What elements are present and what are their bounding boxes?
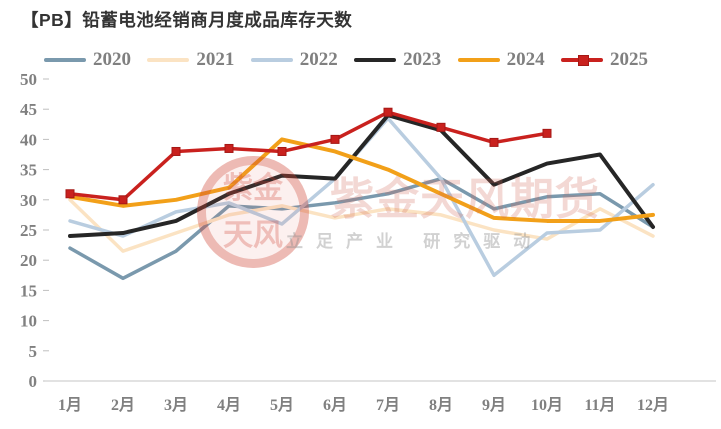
chart-legend: 2020 2021 2022 2023 2024 2025 xyxy=(44,50,648,69)
legend-swatch-2020 xyxy=(44,57,86,62)
series-marker-2025 xyxy=(224,143,234,153)
legend-label-2025: 2025 xyxy=(609,49,648,70)
legend-label-2022: 2022 xyxy=(299,49,338,70)
series-marker-2025 xyxy=(118,195,128,205)
legend-swatch-2021 xyxy=(147,57,190,62)
legend-label-2021: 2021 xyxy=(196,49,235,70)
chart-title: 【PB】铅蓄电池经销商月度成品库存天数 xyxy=(21,10,353,30)
y-axis-tick-label: 45 xyxy=(20,100,37,119)
x-axis-tick-label: 9月 xyxy=(482,396,506,414)
series-marker-2025 xyxy=(542,128,552,138)
y-axis-tick-label: 40 xyxy=(20,130,37,149)
legend-item-2022: 2022 xyxy=(250,49,338,70)
legend-label-2024: 2024 xyxy=(506,49,545,70)
series-marker-2025 xyxy=(330,134,340,144)
series-line-2020 xyxy=(68,176,655,281)
x-axis-tick-label: 3月 xyxy=(164,396,188,414)
x-axis-tick-label: 6月 xyxy=(323,396,347,414)
series-marker-2025 xyxy=(171,146,181,156)
series-marker-2025 xyxy=(489,137,499,147)
legend-item-2025: 2025 xyxy=(560,49,648,70)
legend-label-2023: 2023 xyxy=(403,49,442,70)
y-axis-tick-label: 10 xyxy=(20,312,37,331)
y-axis-tick-label: 5 xyxy=(29,342,38,361)
y-axis-tick-label: 20 xyxy=(20,251,37,270)
y-axis-tick-label: 50 xyxy=(20,70,37,89)
x-axis-tick-label: 11月 xyxy=(584,396,615,414)
y-axis-tick-label: 15 xyxy=(20,281,37,300)
legend-marker-2025 xyxy=(577,55,589,66)
y-axis-tick-label: 35 xyxy=(20,161,37,180)
x-axis-tick-label: 7月 xyxy=(376,396,400,414)
y-axis-tick-label: 0 xyxy=(29,372,38,391)
legend-swatch-2024 xyxy=(457,57,500,62)
legend-item-2020: 2020 xyxy=(44,50,131,69)
legend-swatch-2025 xyxy=(560,55,603,66)
x-axis-tick-label: 2月 xyxy=(111,396,135,414)
legend-item-2023: 2023 xyxy=(354,50,441,69)
series-line-2024 xyxy=(68,137,655,223)
legend-label-2020: 2020 xyxy=(93,49,131,70)
y-axis-tick-label: 25 xyxy=(20,221,37,240)
x-axis-tick-label: 10月 xyxy=(531,396,563,414)
x-axis-tick-label: 12月 xyxy=(637,396,669,414)
legend-item-2021: 2021 xyxy=(147,50,234,69)
legend-swatch-2022 xyxy=(250,57,293,62)
series-marker-2025 xyxy=(277,146,287,156)
legend-swatch-2023 xyxy=(354,57,397,62)
series-marker-2025 xyxy=(383,107,393,117)
series-line-2023 xyxy=(68,113,655,239)
x-axis-tick-label: 5月 xyxy=(270,396,294,414)
y-axis-tick-label: 30 xyxy=(20,191,37,210)
legend-item-2024: 2024 xyxy=(457,49,545,70)
series-marker-2025 xyxy=(436,122,446,132)
x-axis-tick-label: 4月 xyxy=(217,396,241,414)
x-axis-tick-label: 1月 xyxy=(58,396,82,414)
series-marker-2025 xyxy=(65,189,75,199)
x-axis-tick-label: 8月 xyxy=(429,396,453,414)
series-line-2025 xyxy=(68,110,549,202)
